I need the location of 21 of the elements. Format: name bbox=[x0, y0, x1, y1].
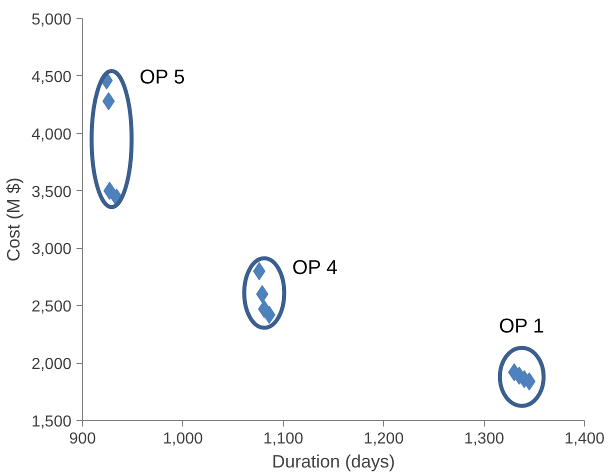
y-tick-label: 2,000 bbox=[31, 356, 72, 374]
annotation: OP 5 bbox=[140, 66, 185, 89]
point bbox=[102, 92, 115, 110]
y-tick-label: 3,000 bbox=[31, 241, 72, 258]
y-axis-title: Cost (M $) bbox=[3, 177, 24, 262]
point bbox=[103, 182, 116, 200]
annotation: OP 1 bbox=[498, 315, 544, 338]
y-tick-label: 4,000 bbox=[31, 126, 72, 144]
y-tick-label: 1,500 bbox=[31, 414, 72, 430]
y-tick-label: 2,500 bbox=[31, 298, 72, 316]
y-tick-label: 3,500 bbox=[31, 184, 72, 201]
x-tick-label: 1,200 bbox=[364, 430, 404, 448]
y-tick-label: 4,500 bbox=[31, 68, 72, 86]
annotation: OP 4 bbox=[292, 257, 338, 280]
x-tick-label: 900 bbox=[69, 430, 96, 448]
x-tick-label: 1,400 bbox=[564, 430, 605, 448]
x-tick-label: 1,000 bbox=[162, 430, 204, 448]
x-tick-label: 1,100 bbox=[263, 430, 304, 448]
x-tick-label: 1,300 bbox=[464, 430, 504, 448]
x-axis-title: Duration (days) bbox=[272, 452, 396, 472]
y-tick-label: 5,000 bbox=[31, 12, 72, 28]
